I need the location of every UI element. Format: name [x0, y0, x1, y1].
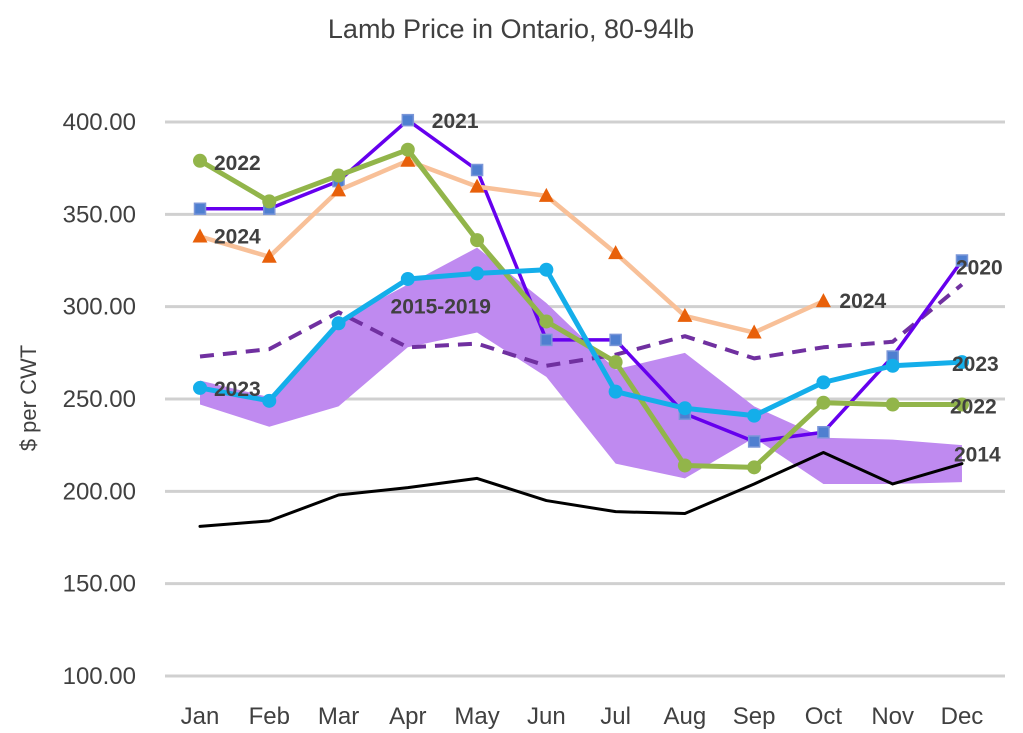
- y-tick-label: 350.00: [63, 201, 136, 228]
- annotation-label-2022: 2022: [950, 396, 997, 419]
- x-tick-label: Jan: [181, 703, 220, 730]
- data-point-2021: [193, 202, 207, 216]
- y-tick-label: 400.00: [63, 109, 136, 136]
- data-point-2023: [400, 271, 415, 286]
- x-tick-label: Nov: [871, 703, 914, 730]
- band-area: [200, 247, 962, 484]
- y-tick-label: 250.00: [63, 386, 136, 413]
- annotation-label-2024: 2024: [839, 290, 886, 313]
- data-point-2021: [401, 113, 415, 127]
- series-group: [192, 113, 969, 528]
- data-point-2023: [193, 380, 207, 395]
- data-point-2024: [261, 248, 277, 263]
- data-point-2024: [538, 187, 554, 202]
- data-point-2022: [262, 194, 277, 209]
- series-2023: [193, 262, 969, 423]
- data-point-2024: [815, 293, 831, 308]
- band-2015-2019: [200, 247, 962, 484]
- x-tick-label: May: [454, 703, 499, 730]
- x-tick-label: Jun: [527, 703, 566, 730]
- annotation-label-2020: 2020: [956, 257, 1003, 280]
- y-tick-label: 200.00: [63, 478, 136, 505]
- data-point-2022: [885, 397, 900, 412]
- data-point-2021: [609, 333, 622, 347]
- x-tick-label: Oct: [805, 703, 843, 730]
- data-point-2024: [677, 307, 693, 322]
- data-point-2024: [400, 152, 416, 167]
- series-line-2014: [198, 451, 964, 528]
- data-point-2022: [608, 355, 623, 370]
- data-point-2024: [608, 245, 624, 260]
- series-line-2020: [199, 282, 964, 368]
- data-point-2021: [955, 254, 969, 267]
- series-annotations: 2021 2022 2024 2015-2019 2023 2024 2020 2023 202…: [214, 110, 1003, 466]
- y-axis-label: $ per CWT: [16, 345, 41, 451]
- series-2020: [199, 282, 964, 368]
- annotation-label-2023: 2023: [952, 353, 999, 376]
- x-tick-label: Jul: [600, 703, 631, 730]
- data-point-2023: [262, 393, 277, 408]
- y-tick-label: 100.00: [63, 663, 136, 690]
- data-point-2022: [816, 395, 831, 410]
- x-tick-label: Mar: [318, 703, 359, 730]
- y-tick-label: 150.00: [63, 571, 136, 598]
- x-tick-label: Sep: [733, 703, 776, 730]
- data-point-2023: [885, 358, 900, 373]
- data-point-2022: [193, 153, 207, 168]
- data-point-2023: [539, 262, 554, 277]
- x-tick-label: Aug: [664, 703, 707, 730]
- annotation-label-2022: 2022: [214, 152, 261, 175]
- data-point-2022: [539, 314, 554, 329]
- chart-title: Lamb Price in Ontario, 80-94lb: [328, 14, 694, 44]
- data-point-2021: [470, 163, 484, 177]
- series-line-2022: [197, 147, 965, 470]
- series-2014: [198, 451, 964, 528]
- x-tick-label: Apr: [389, 703, 426, 730]
- annotation-label-2024: 2024: [214, 225, 261, 248]
- data-point-2023: [954, 355, 969, 370]
- series-line-2024: [197, 158, 826, 335]
- data-point-2024: [469, 178, 485, 193]
- series-2024: [192, 152, 831, 339]
- data-point-2023: [747, 408, 762, 423]
- y-axis-ticks: 100.00 150.00 200.00 250.00 300.00 350.00 400.…: [63, 109, 136, 690]
- data-point-2024: [331, 182, 347, 197]
- data-point-2023: [470, 266, 485, 281]
- annotation-label-2021: 2021: [432, 110, 479, 133]
- annotation-label-2014: 2014: [954, 444, 1001, 467]
- data-point-2022: [747, 460, 762, 475]
- series-2022: [193, 142, 969, 475]
- data-point-2021: [540, 333, 553, 347]
- data-point-2023: [816, 375, 831, 390]
- x-tick-label: Dec: [941, 703, 984, 730]
- data-point-2022: [677, 458, 692, 473]
- annotation-label-2023: 2023: [214, 378, 261, 401]
- data-point-2022: [400, 142, 415, 157]
- data-point-2021: [817, 425, 830, 439]
- data-point-2024: [192, 228, 208, 243]
- x-tick-label: Feb: [249, 703, 290, 730]
- data-point-2023: [608, 384, 623, 399]
- data-point-2021: [747, 435, 761, 448]
- data-point-2022: [954, 397, 969, 412]
- y-tick-label: 300.00: [63, 294, 136, 321]
- data-point-2022: [331, 168, 346, 183]
- annotation-label-2015-2019: 2015-2019: [391, 295, 491, 318]
- data-point-2022: [470, 233, 485, 248]
- data-point-2024: [746, 324, 762, 339]
- data-point-2023: [331, 316, 346, 331]
- x-axis-ticks: Jan Feb Mar Apr May Jun Jul Aug Sep Oct Nov Dec: [181, 703, 984, 730]
- data-point-2023: [677, 401, 692, 416]
- series-line-2023: [197, 267, 965, 419]
